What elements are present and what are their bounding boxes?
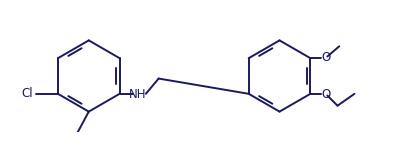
Text: Cl: Cl [22, 87, 33, 100]
Text: O: O [322, 88, 331, 101]
Text: O: O [322, 51, 331, 64]
Text: NH: NH [129, 88, 146, 101]
